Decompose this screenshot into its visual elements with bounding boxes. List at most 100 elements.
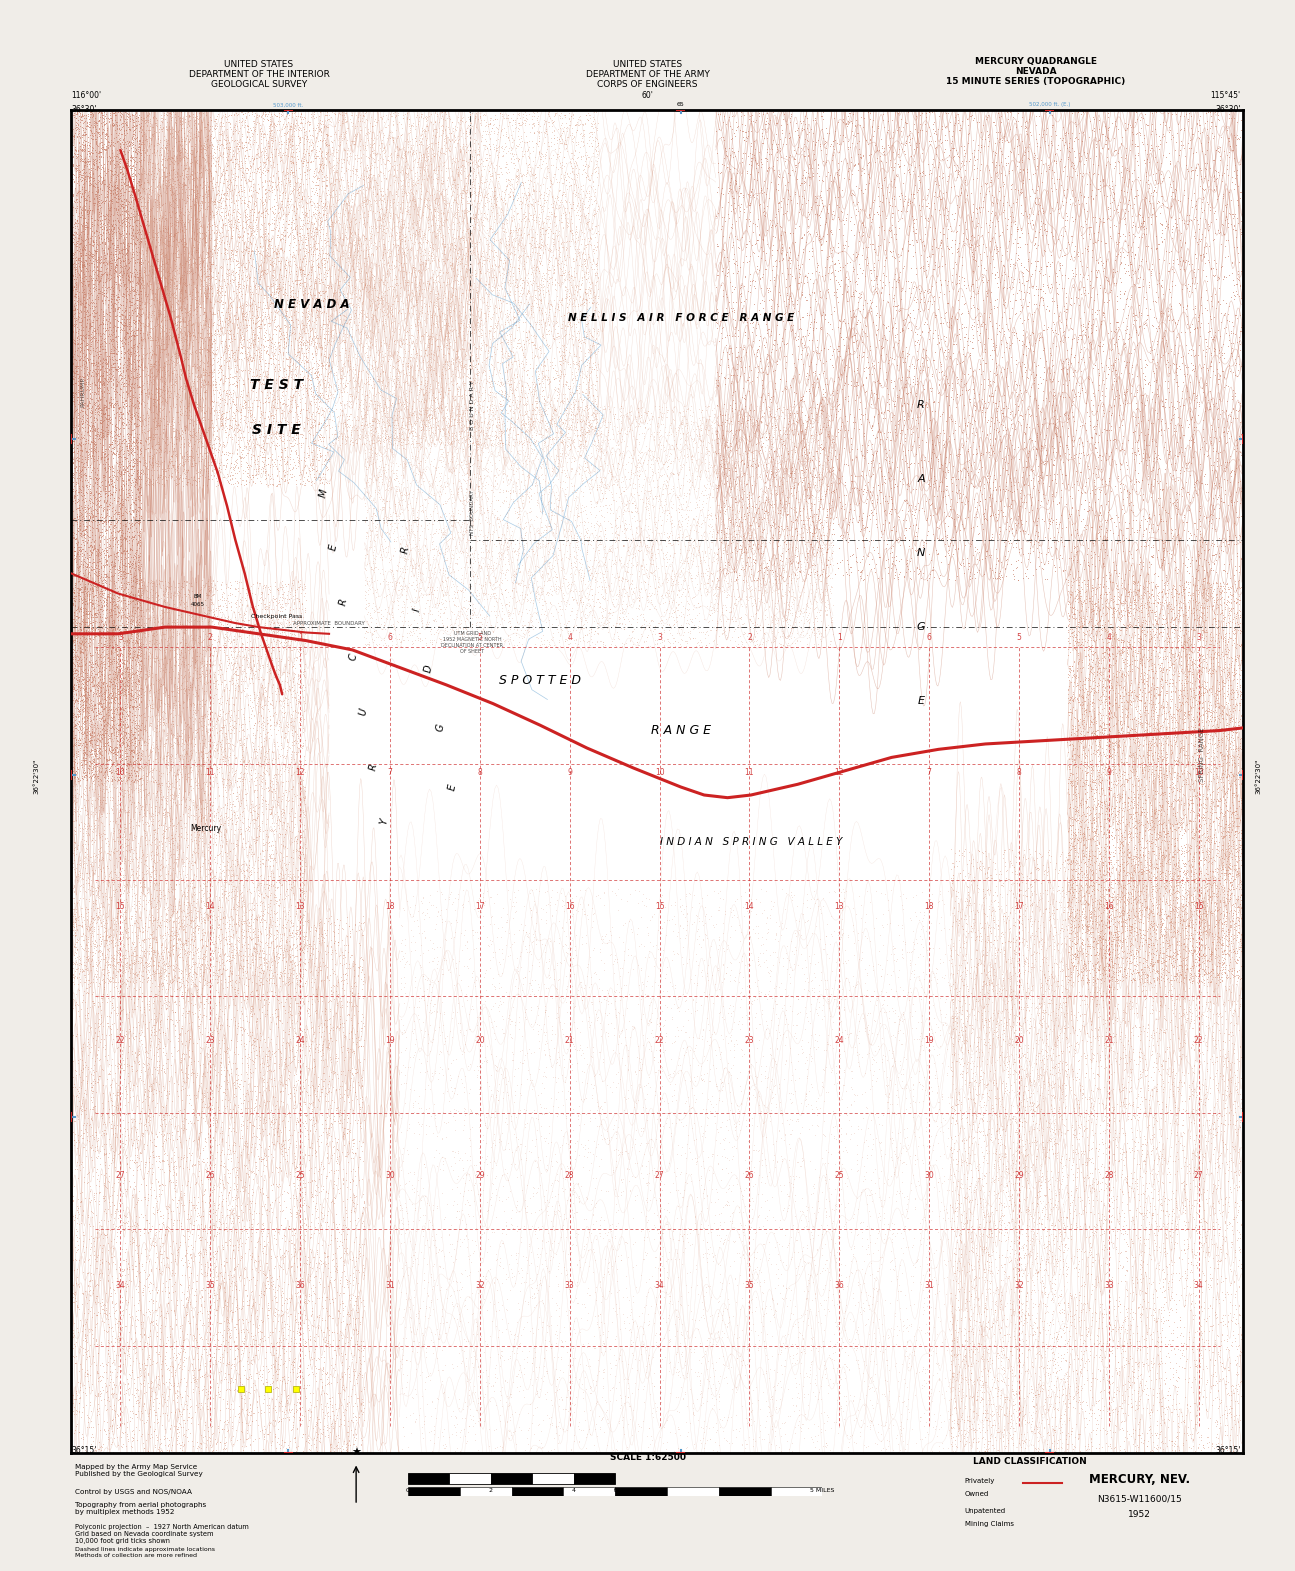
Point [1006, 126, 1027, 151]
Point [944, 173, 965, 198]
Point [657, 399, 677, 424]
Point [185, 239, 206, 264]
Point [1085, 663, 1106, 688]
Point [118, 765, 139, 790]
Point [976, 1338, 997, 1364]
Point [240, 925, 260, 950]
Point [287, 1027, 308, 1053]
Point [78, 495, 98, 520]
Point [1027, 1295, 1048, 1320]
Point [1090, 691, 1111, 716]
Point [342, 1012, 363, 1037]
Point [457, 416, 478, 441]
Point [241, 344, 262, 369]
Point [247, 924, 268, 949]
Point [439, 127, 460, 152]
Point [1085, 1073, 1106, 1098]
Point [565, 503, 585, 528]
Point [486, 135, 506, 160]
Point [1195, 751, 1216, 776]
Point [347, 181, 368, 206]
Point [265, 368, 286, 393]
Point [237, 947, 258, 972]
Point [189, 364, 210, 390]
Point [111, 742, 132, 767]
Point [420, 361, 440, 386]
Point [237, 220, 258, 245]
Point [633, 1321, 654, 1346]
Point [79, 115, 100, 140]
Point [84, 113, 105, 138]
Point [1216, 454, 1237, 479]
Point [1213, 875, 1234, 900]
Point [255, 592, 276, 617]
Point [618, 936, 638, 961]
Point [347, 1306, 368, 1331]
Point [769, 1172, 790, 1197]
Point [170, 286, 190, 311]
Point [71, 671, 92, 696]
Point [280, 167, 300, 192]
Point [1203, 654, 1224, 679]
Point [313, 911, 334, 936]
Point [1156, 1100, 1177, 1125]
Point [1093, 550, 1114, 575]
Point [618, 415, 638, 440]
Point [332, 1412, 352, 1437]
Point [141, 162, 162, 187]
Point [115, 720, 136, 745]
Point [1166, 826, 1186, 851]
Point [1075, 889, 1096, 914]
Point [442, 1232, 462, 1257]
Point [1197, 870, 1217, 895]
Point [1203, 965, 1224, 990]
Point [859, 1040, 879, 1065]
Point [373, 408, 394, 434]
Point [310, 127, 330, 152]
Point [110, 426, 131, 451]
Point [291, 936, 312, 961]
Point [337, 269, 357, 294]
Point [316, 1400, 337, 1425]
Point [89, 138, 110, 163]
Point [127, 201, 148, 226]
Point [107, 586, 128, 611]
Point [246, 611, 267, 636]
Point [1171, 814, 1191, 839]
Point [273, 1430, 294, 1455]
Point [207, 969, 228, 994]
Point [302, 314, 322, 339]
Point [458, 889, 479, 914]
Point [174, 360, 194, 385]
Point [653, 1306, 673, 1331]
Point [495, 130, 515, 156]
Point [470, 610, 491, 635]
Point [1188, 1174, 1208, 1199]
Point [623, 588, 644, 613]
Point [280, 189, 300, 214]
Point [789, 551, 809, 577]
Point [175, 338, 196, 363]
Point [522, 1276, 543, 1301]
Point [1171, 630, 1191, 655]
Point [159, 399, 180, 424]
Point [1129, 1163, 1150, 1188]
Point [234, 636, 255, 661]
Point [346, 294, 366, 319]
Point [512, 911, 532, 936]
Point [425, 157, 445, 182]
Point [1013, 892, 1033, 917]
Point [1188, 688, 1208, 713]
Point [745, 1244, 765, 1269]
Point [1164, 628, 1185, 654]
Point [145, 1229, 166, 1254]
Point [1129, 917, 1150, 943]
Point [69, 580, 89, 605]
Point [363, 353, 383, 379]
Point [728, 418, 749, 443]
Point [179, 467, 199, 492]
Point [80, 693, 101, 718]
Point [118, 146, 139, 171]
Point [714, 1365, 734, 1390]
Point [192, 1089, 212, 1114]
